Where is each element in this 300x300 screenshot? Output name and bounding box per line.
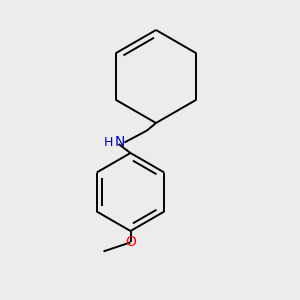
- Text: O: O: [125, 236, 136, 249]
- Text: N: N: [115, 136, 125, 149]
- Text: H: H: [104, 136, 114, 149]
